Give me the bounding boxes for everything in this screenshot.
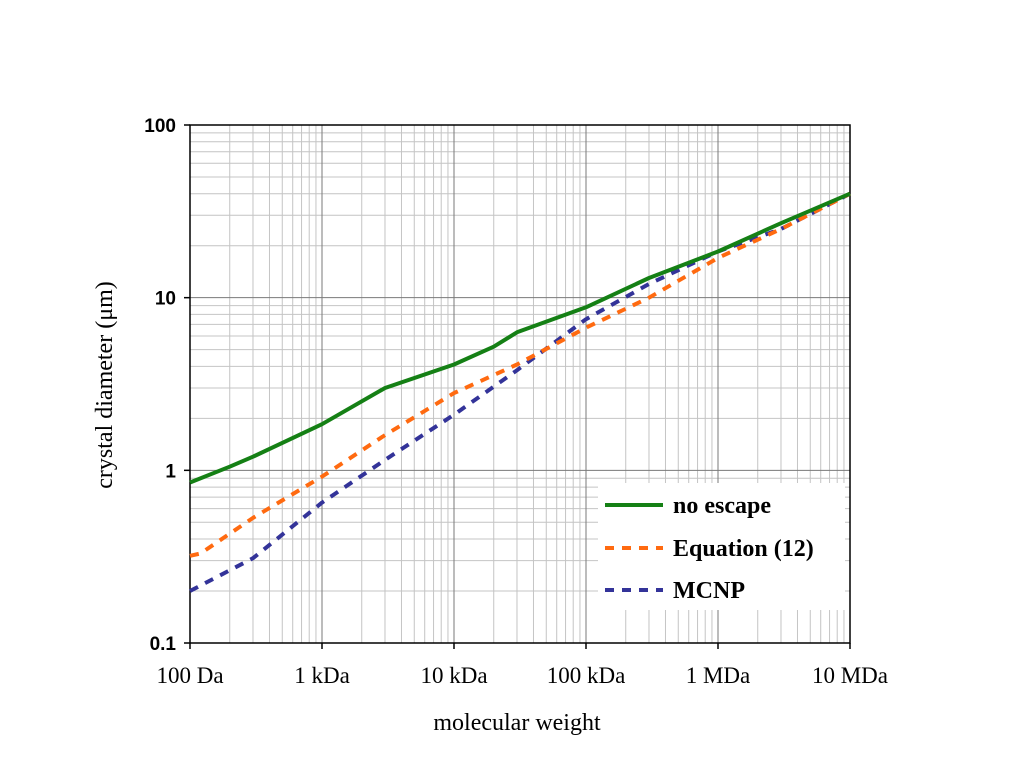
legend-label: no escape	[673, 493, 771, 519]
legend-label: MCNP	[673, 578, 745, 604]
series-line	[189, 191, 851, 558]
x-axis-title: molecular weight	[433, 710, 601, 736]
plot-frame	[189, 124, 851, 644]
x-tick-label: 100 Da	[156, 663, 223, 688]
x-tick-label: 10 MDa	[812, 663, 888, 688]
legend: no escape Equation (12) MCNP	[598, 483, 845, 610]
y-tick-label: 10	[155, 289, 176, 310]
series-line	[189, 191, 851, 485]
x-tick-label: 10 kDa	[420, 663, 487, 688]
x-tick-label: 1 kDa	[294, 663, 350, 688]
y-tick-label: 100	[144, 116, 176, 137]
series-layer	[189, 191, 851, 593]
y-tick-label: 0.1	[150, 634, 177, 655]
y-tick-label: 1	[165, 461, 176, 482]
y-tick-labels: 0.1 1 10 100	[144, 116, 190, 655]
y-axis-title: crystal diameter (μm)	[92, 281, 118, 488]
x-tick-label: 1 MDa	[686, 663, 751, 688]
legend-label: Equation (12)	[673, 536, 814, 562]
x-tick-label: 100 kDa	[547, 663, 626, 688]
x-tick-labels: 100 Da 1 kDa 10 kDa 100 kDa 1 MDa 10 MDa	[156, 643, 888, 688]
